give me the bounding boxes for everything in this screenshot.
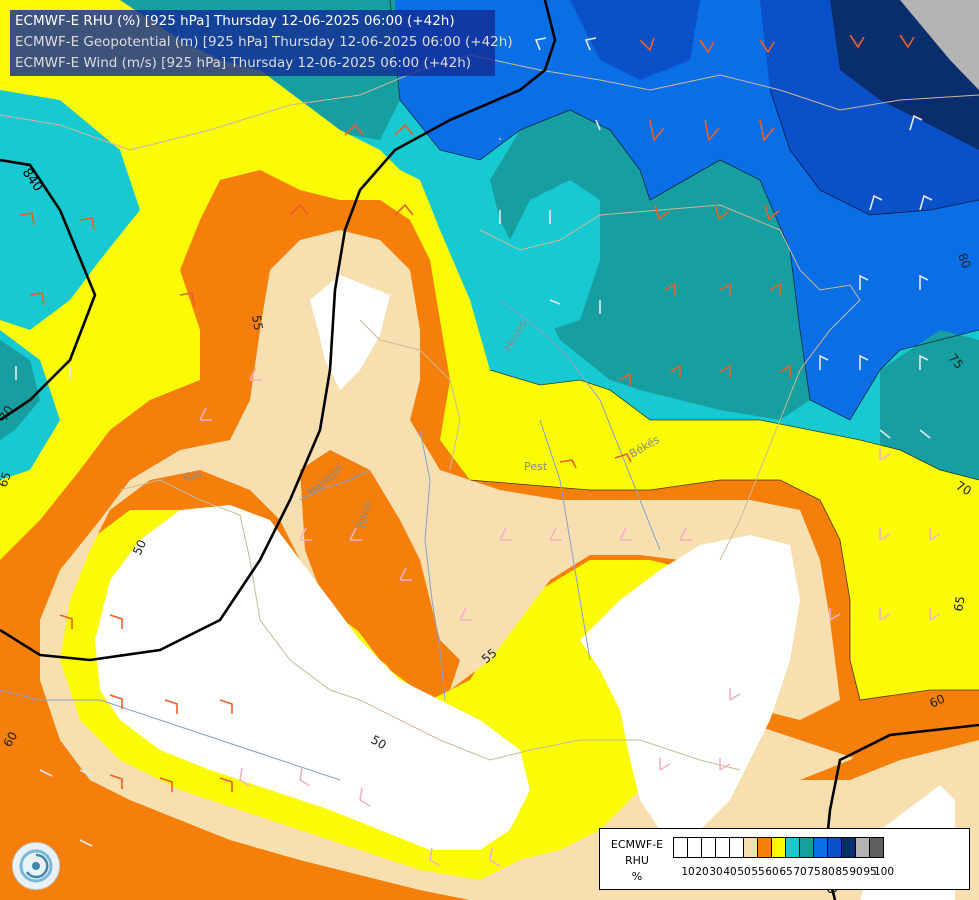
legend-swatch [673, 837, 688, 858]
borders-and-rivers [0, 54, 979, 781]
legend-swatch [785, 837, 800, 858]
rh-band-50-east [580, 535, 800, 830]
rh-contour-lines [389, 0, 979, 701]
rh-band-75-west [0, 340, 40, 440]
rh-band-80-top [570, 0, 700, 80]
rh-band-50-west [95, 505, 530, 850]
legend-tick-label: 65 [779, 866, 793, 878]
contour-label: 50 [130, 538, 149, 558]
legend-title: ECMWF-E RHU % [610, 838, 664, 883]
rh-band-95 [900, 0, 979, 90]
rh-band-70-upper [510, 180, 600, 330]
wind-barbs [15, 34, 941, 867]
legend-tick-label: 50 [737, 866, 751, 878]
legend-swatches [673, 837, 884, 858]
legend-swatch [841, 837, 856, 858]
legend-tick-label: 100 [873, 866, 895, 878]
legend-swatch [799, 837, 814, 858]
contour-label: 60 [927, 692, 947, 711]
legend-tick-label: 70 [793, 866, 807, 878]
legend-ticks: 10 20 30 40 50 55 60 65 70 75 80 85 90 95 100 [674, 866, 974, 882]
legend-swatch [827, 837, 842, 858]
header-line-rhu: ECMWF-E RHU (%) [925 hPa] Thursday 12-06… [15, 13, 455, 29]
legend-tick-label: 85 [835, 866, 849, 878]
contour-label: 60 [0, 729, 20, 749]
legend-tick-label: 60 [765, 866, 779, 878]
legend-tick-label: 95 [863, 866, 877, 878]
legend-swatch [855, 837, 870, 858]
legend-tick-label: 75 [807, 866, 821, 878]
rh-contour-labels: 55 50 55 50 60 65 70 75 80 70 65 60 [0, 251, 974, 752]
swirl-logo-icon [12, 842, 60, 890]
rh-band-60-inner [300, 450, 460, 690]
legend-tick-label: 55 [751, 866, 765, 878]
place-label-vas: Vas [181, 467, 203, 485]
legend-swatch [729, 837, 744, 858]
legend-swatch [743, 837, 758, 858]
contour-label: 50 [369, 732, 389, 752]
rh-legend: ECMWF-E RHU % 10 20 30 40 50 55 60 65 70 75 80 85 90… [599, 828, 970, 890]
legend-tick-label: 80 [821, 866, 835, 878]
legend-swatch [687, 837, 702, 858]
legend-tick-label: 10 [681, 866, 695, 878]
legend-tick-label: 90 [849, 866, 863, 878]
legend-swatch [701, 837, 716, 858]
legend-swatch [715, 837, 730, 858]
legend-tick-label: 40 [723, 866, 737, 878]
header-line-geopotential: ECMWF-E Geopotential (m) [925 hPa] Thurs… [15, 34, 513, 50]
legend-swatch [771, 837, 786, 858]
legend-swatch [869, 837, 884, 858]
legend-tick-label: 20 [695, 866, 709, 878]
legend-swatch [813, 837, 828, 858]
map-header: ECMWF-E RHU (%) [925 hPa] Thursday 12-06… [10, 10, 513, 76]
contour-label: 65 [951, 595, 967, 612]
rh-orange-se-corner [800, 720, 979, 780]
contour-label: 55 [249, 314, 265, 331]
contour-label: 80 [955, 251, 973, 270]
legend-swatch [757, 837, 772, 858]
place-label-pest: Pest [524, 460, 548, 473]
legend-tick-label: 30 [709, 866, 723, 878]
rh-band-75-se [880, 330, 979, 480]
contour-label: 65 [0, 470, 14, 489]
rh-band-70-nw [0, 100, 130, 320]
header-line-wind: ECMWF-E Wind (m/s) [925 hPa] Thursday 12… [15, 55, 472, 71]
contour-label: 70 [954, 478, 974, 498]
